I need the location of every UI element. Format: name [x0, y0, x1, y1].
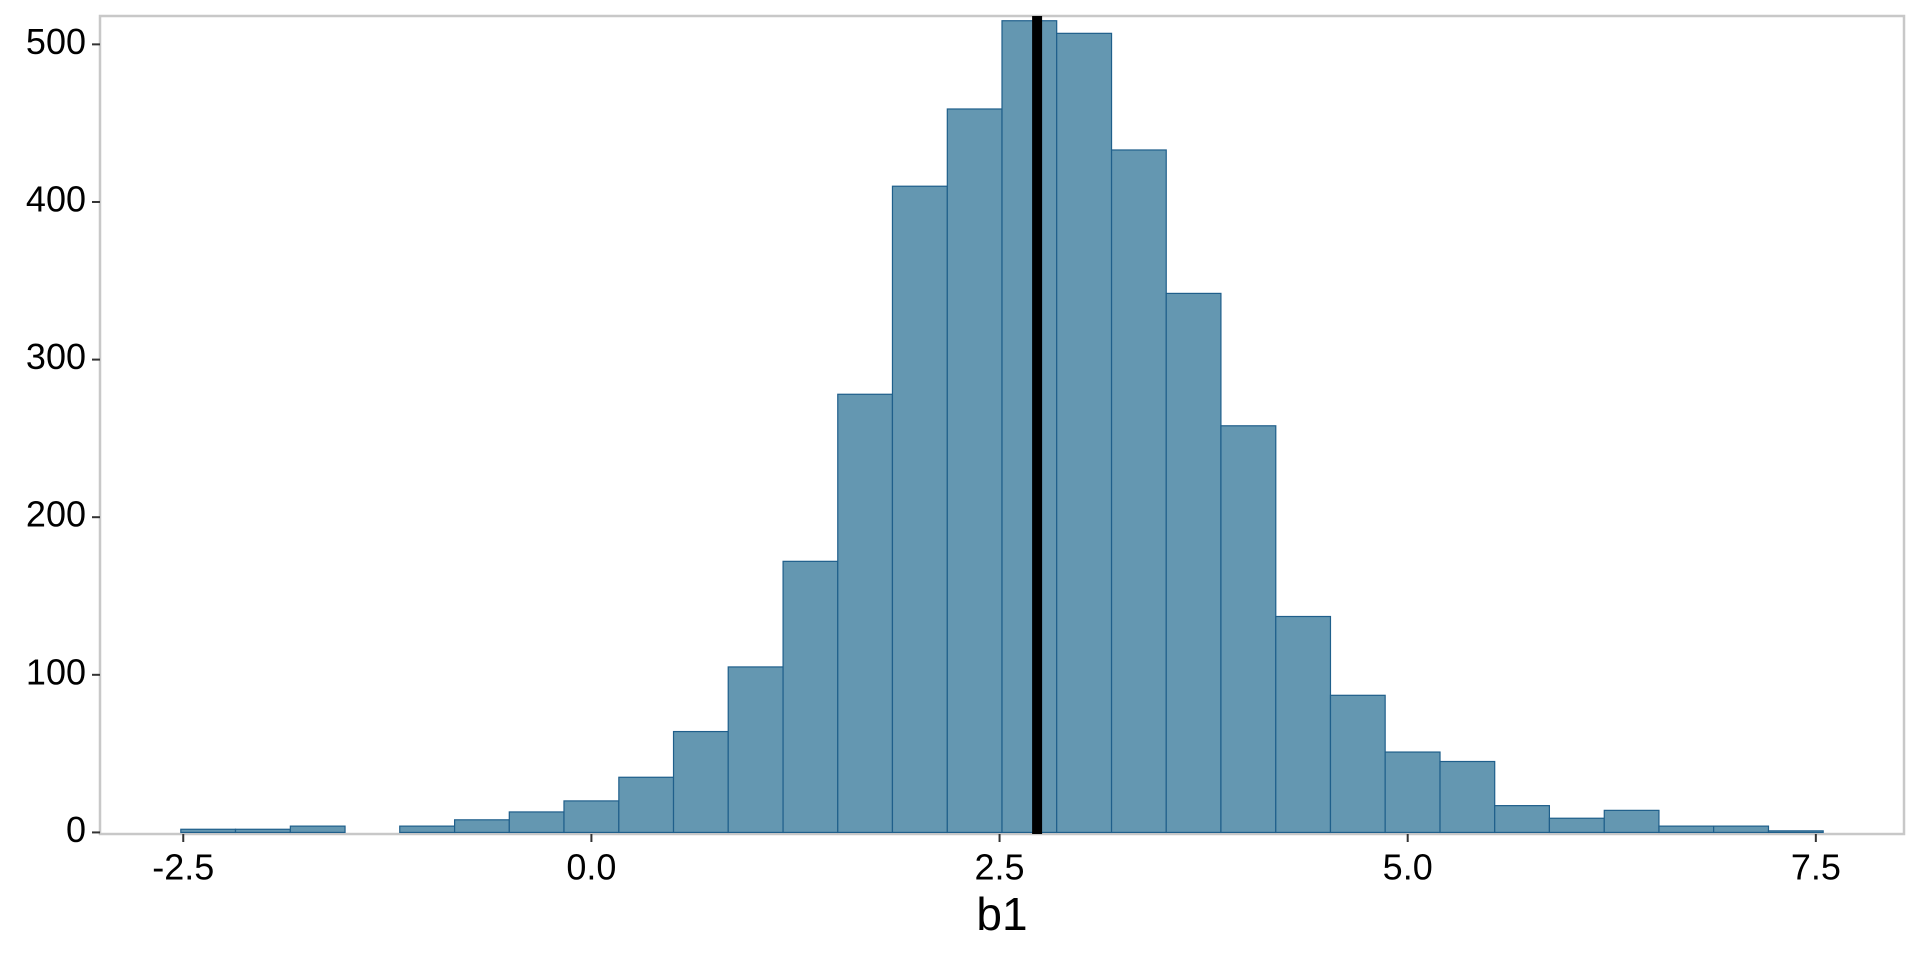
- y-tick-label: 100: [26, 651, 86, 692]
- bar: [1056, 32, 1113, 834]
- bar: [1548, 817, 1605, 834]
- bar: [727, 666, 784, 834]
- x-tick-label: 0.0: [566, 847, 616, 888]
- y-tick-label: 400: [26, 178, 86, 219]
- bar: [782, 560, 839, 834]
- bar: [563, 800, 620, 834]
- y-tick-label: 0: [66, 809, 86, 850]
- bar: [1110, 149, 1167, 834]
- bar: [1275, 615, 1332, 834]
- bar: [1220, 425, 1277, 834]
- bar: [1603, 809, 1660, 834]
- bar: [1001, 20, 1058, 834]
- bar: [1384, 751, 1441, 834]
- bar: [1767, 830, 1824, 834]
- bar: [1439, 760, 1496, 834]
- bar: [618, 776, 675, 834]
- bar: [453, 819, 510, 834]
- x-tick-label: 2.5: [975, 847, 1025, 888]
- bar: [1494, 805, 1551, 834]
- y-tick-label: 200: [26, 494, 86, 535]
- bar: [399, 825, 456, 834]
- bar: [891, 185, 948, 834]
- plot-frame: [98, 14, 1906, 836]
- bar: [508, 811, 565, 834]
- x-tick-label: -2.5: [152, 847, 214, 888]
- bar: [180, 828, 237, 834]
- bar: [289, 825, 346, 834]
- y-tick-label: 500: [26, 21, 86, 62]
- bar: [234, 828, 291, 834]
- x-tick-label: 5.0: [1383, 847, 1433, 888]
- x-axis-label: b1: [976, 888, 1027, 940]
- bar: [837, 393, 894, 834]
- bar: [672, 730, 729, 834]
- x-tick-label: 7.5: [1791, 847, 1841, 888]
- bar: [1658, 825, 1715, 834]
- bar: [946, 108, 1003, 834]
- bar: [1329, 694, 1386, 834]
- bar: [1713, 825, 1770, 834]
- y-tick-label: 300: [26, 336, 86, 377]
- bar: [1165, 292, 1222, 834]
